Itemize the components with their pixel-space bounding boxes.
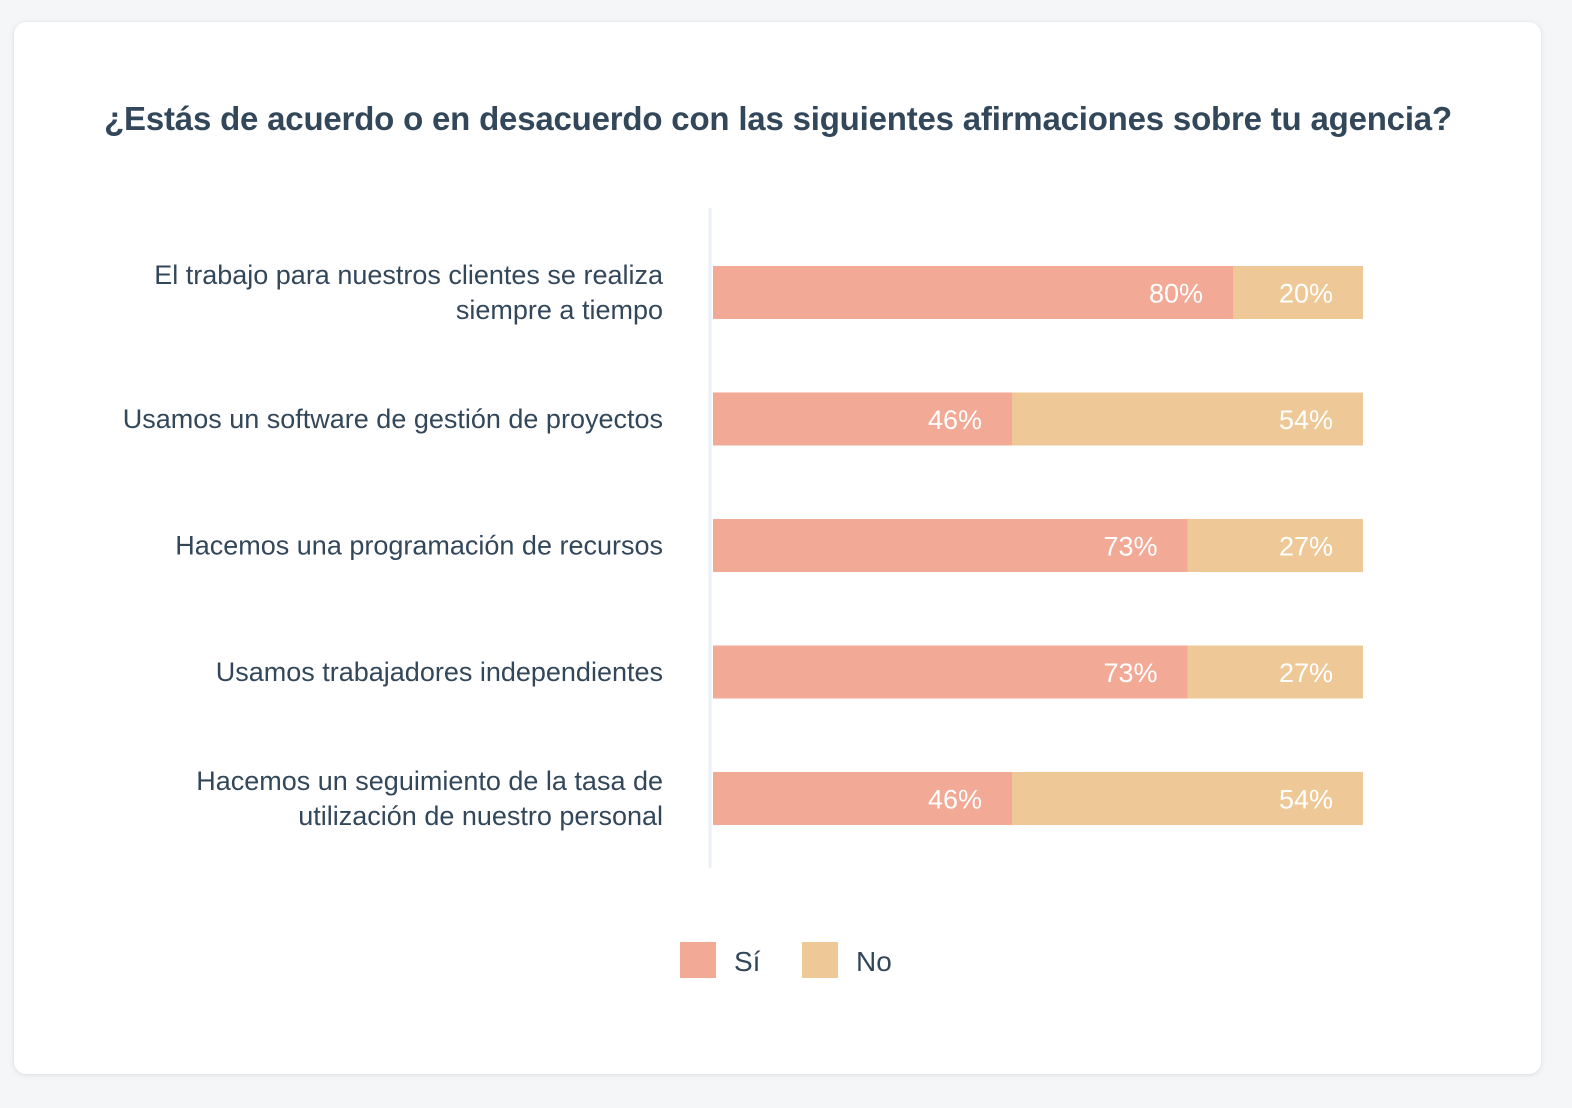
value-label: 20%	[1279, 279, 1333, 309]
value-label: 73%	[1103, 532, 1157, 562]
category-label-line: Hacemos una programación de recursos	[175, 531, 663, 561]
value-label: 73%	[1103, 658, 1157, 688]
value-label: 54%	[1279, 785, 1333, 815]
legend-item-no: No	[802, 942, 892, 978]
category-label: El trabajo para nuestros clientes se rea…	[154, 260, 664, 325]
bar-segment-no	[1233, 266, 1363, 319]
bar-segment-si	[713, 266, 1233, 319]
value-label: 46%	[928, 405, 982, 435]
category-label-line: Usamos trabajadores independientes	[216, 657, 663, 687]
chart-title: ¿Estás de acuerdo o en desacuerdo con la…	[104, 100, 1452, 137]
value-label: 27%	[1279, 658, 1333, 688]
category-label-line: utilización de nuestro personal	[298, 801, 663, 831]
legend-label: Sí	[734, 946, 761, 977]
category-label-line: Hacemos un seguimiento de la tasa de	[196, 766, 663, 796]
legend-swatch	[802, 942, 838, 978]
bar-segment-no	[1012, 772, 1363, 825]
value-label: 54%	[1279, 405, 1333, 435]
category-label: Hacemos una programación de recursos	[175, 531, 663, 561]
bar-segment-si	[713, 392, 1012, 446]
legend-label: No	[856, 946, 892, 977]
bar-segment-no	[1187, 519, 1363, 572]
category-label: Usamos trabajadores independientes	[216, 657, 663, 687]
bar-segment-si	[713, 519, 1188, 572]
category-label-line: Usamos un software de gestión de proyect…	[123, 404, 663, 434]
bar-segment-no	[1012, 392, 1363, 446]
bar-segment-si	[713, 772, 1012, 825]
legend-swatch	[680, 942, 716, 978]
category-label-line: siempre a tiempo	[456, 295, 663, 325]
bar-segment-si	[713, 645, 1188, 699]
category-label-line: El trabajo para nuestros clientes se rea…	[154, 260, 664, 290]
value-label: 46%	[928, 785, 982, 815]
legend-item-si: Sí	[680, 942, 761, 978]
value-label: 27%	[1279, 532, 1333, 562]
bar-segment-no	[1187, 645, 1363, 699]
category-label: Usamos un software de gestión de proyect…	[123, 404, 663, 434]
value-label: 80%	[1149, 279, 1203, 309]
category-label: Hacemos un seguimiento de la tasa de util…	[196, 766, 663, 831]
